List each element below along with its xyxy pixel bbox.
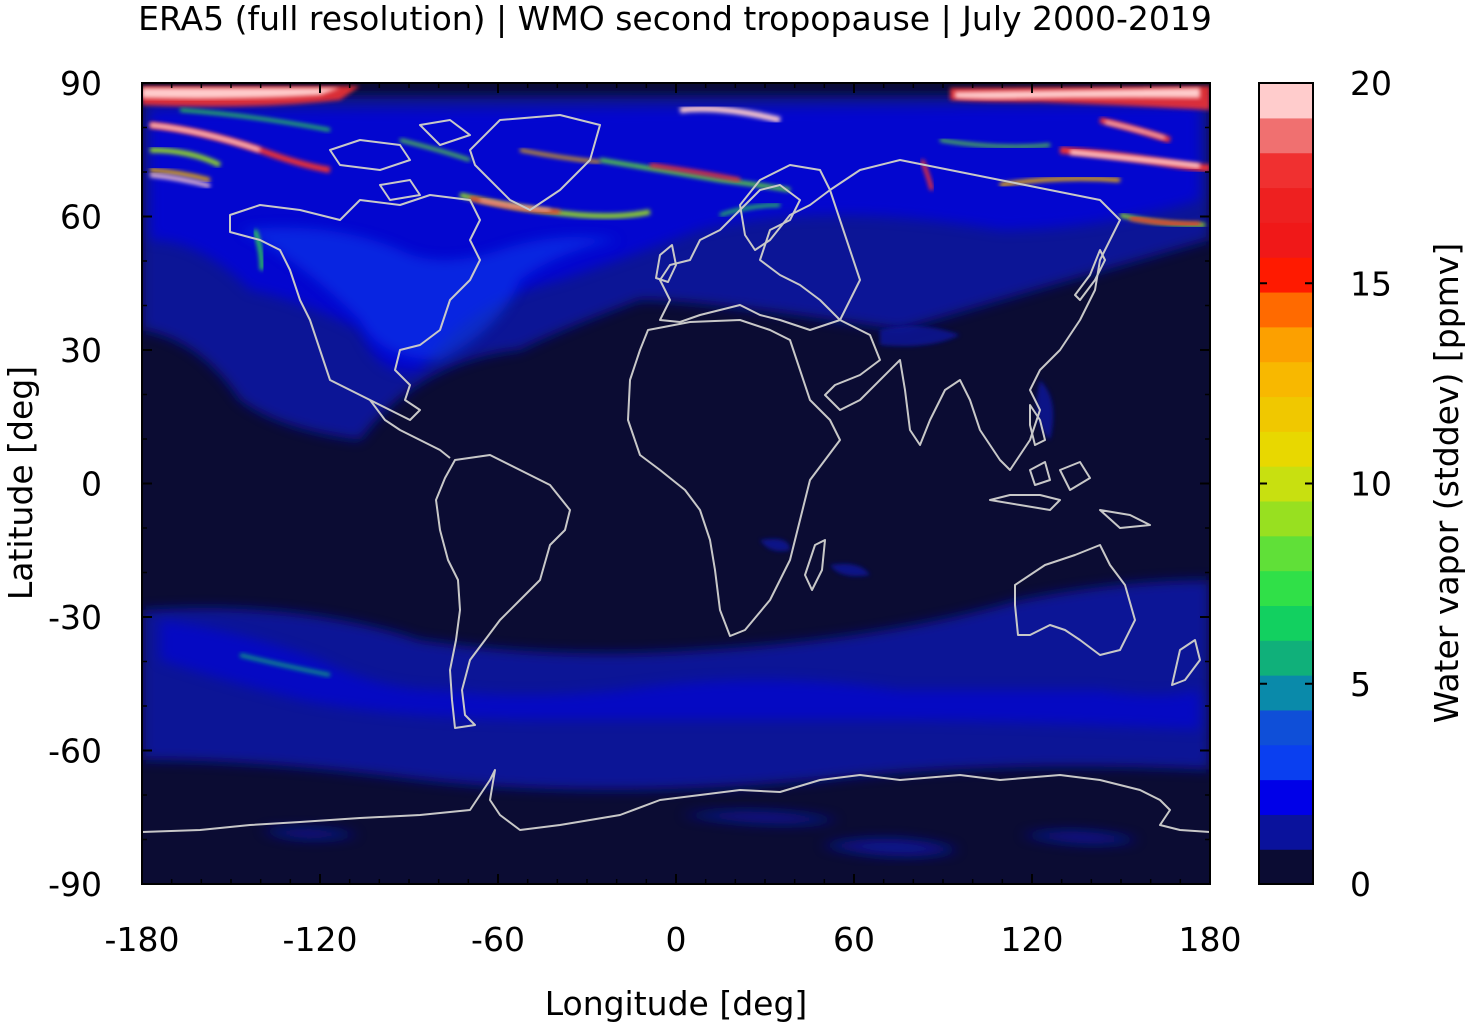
coast-australia — [1014, 544, 1136, 656]
colorbar-swatch — [1259, 326, 1313, 363]
colorbar-swatch — [1259, 814, 1313, 850]
sh-field-bright — [160, 620, 1200, 730]
colorbar-tick-label: 10 — [1350, 465, 1392, 504]
y-axis-label: Latitude [deg] — [1, 366, 40, 600]
coast-greenland — [469, 114, 601, 211]
coast-south-america — [435, 454, 571, 729]
x-tick-label: -180 — [105, 920, 180, 959]
x-axis: -180 -120 -60 0 60 120 180 — [105, 83, 1242, 959]
colorbar-swatch — [1259, 640, 1313, 676]
colorbar-tick-label: 20 — [1350, 64, 1392, 103]
nh-field-pac — [240, 227, 620, 360]
x-tick-label: 0 — [666, 920, 687, 959]
x-tick-label: 120 — [1001, 920, 1064, 959]
colorbar-swatch — [1259, 187, 1313, 223]
colorbar-swatch — [1259, 222, 1313, 258]
x-axis-label: Longitude [deg] — [545, 984, 808, 1023]
coast-japan — [1074, 249, 1106, 301]
y-tick-label: 90 — [60, 64, 102, 103]
coast-europe — [659, 184, 841, 331]
coastlines — [142, 114, 1210, 833]
colorbar-swatch — [1259, 744, 1313, 781]
y-tick-label: 60 — [60, 198, 102, 237]
coast-antarctica — [142, 769, 1210, 833]
colorbar-ticks: 0 5 10 15 20 — [1259, 64, 1392, 904]
north-atlantic-streaks — [253, 105, 791, 271]
coast-new-zealand — [1171, 639, 1201, 686]
colorbar-swatch — [1259, 117, 1313, 154]
x-tick-label: -60 — [471, 920, 525, 959]
colorbar-swatch — [1259, 431, 1313, 467]
colorbar-swatch — [1259, 361, 1313, 398]
colorbar-swatch — [1259, 83, 1313, 119]
plot-area — [142, 83, 1210, 884]
coast-asia — [824, 159, 1121, 471]
coast-indonesia — [989, 404, 1151, 529]
colorbar-tick-label: 15 — [1350, 264, 1392, 303]
colorbar-swatch — [1259, 257, 1313, 293]
colorbar-swatch — [1259, 535, 1313, 572]
arctic-west-band — [142, 86, 360, 188]
colorbar-swatch — [1259, 152, 1313, 189]
colorbar-tick-label: 0 — [1350, 865, 1371, 904]
y-axis: 90 60 30 0 -30 -60 -90 — [48, 64, 1210, 904]
arctic-east-band — [920, 86, 1210, 227]
coast-scandinavia — [739, 164, 831, 251]
y-tick-label: 30 — [60, 331, 102, 370]
antarctic-patches — [260, 811, 1140, 857]
colorbar-swatch — [1259, 709, 1313, 746]
colorbar-swatch — [1259, 605, 1313, 641]
colorbar-swatch — [1259, 500, 1313, 537]
y-tick-label: -30 — [48, 598, 102, 637]
x-tick-label: -120 — [283, 920, 358, 959]
colorbar-label: Water vapor (stddev) [ppmv] — [1427, 243, 1466, 723]
colorbar-swatch — [1259, 466, 1313, 502]
y-tick-label: -90 — [48, 865, 102, 904]
colorbar-swatch — [1259, 779, 1313, 815]
coast-madagascar — [804, 539, 826, 591]
coast-arctic-islands — [329, 119, 471, 201]
colorbar-swatch — [1259, 675, 1313, 711]
heat-field — [142, 86, 1210, 857]
colorbar-swatch — [1259, 570, 1313, 606]
coast-north-america — [229, 194, 481, 421]
colorbar-tick-label: 5 — [1350, 665, 1371, 704]
colorbar-swatch — [1259, 396, 1313, 432]
x-tick-label: 60 — [833, 920, 875, 959]
colorbar-swatch — [1259, 291, 1313, 328]
coast-central-america — [369, 399, 451, 459]
y-tick-label: 0 — [81, 465, 102, 504]
chart-title: ERA5 (full resolution) | WMO second trop… — [138, 0, 1212, 38]
coast-british-isles — [655, 244, 677, 283]
colorbar-swatch — [1259, 849, 1313, 885]
x-tick-label: 180 — [1179, 920, 1242, 959]
y-tick-label: -60 — [48, 732, 102, 771]
sh-field-pac-streak — [239, 653, 331, 677]
coast-africa — [627, 319, 841, 637]
colorbar — [1259, 83, 1313, 885]
